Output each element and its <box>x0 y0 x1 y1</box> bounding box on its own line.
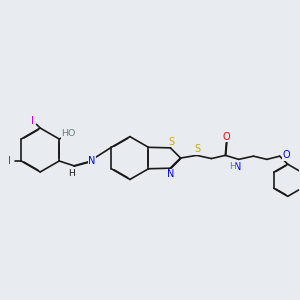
Text: N: N <box>167 169 174 179</box>
Text: I: I <box>31 116 34 125</box>
Text: O: O <box>223 132 230 142</box>
Text: N: N <box>88 156 96 166</box>
Text: I: I <box>8 156 11 166</box>
Text: HO: HO <box>61 129 76 138</box>
Text: S: S <box>168 137 174 147</box>
Text: H: H <box>68 169 75 178</box>
Text: S: S <box>194 145 200 154</box>
Text: N: N <box>234 162 241 172</box>
Text: O: O <box>282 150 290 160</box>
Text: H: H <box>229 162 236 171</box>
